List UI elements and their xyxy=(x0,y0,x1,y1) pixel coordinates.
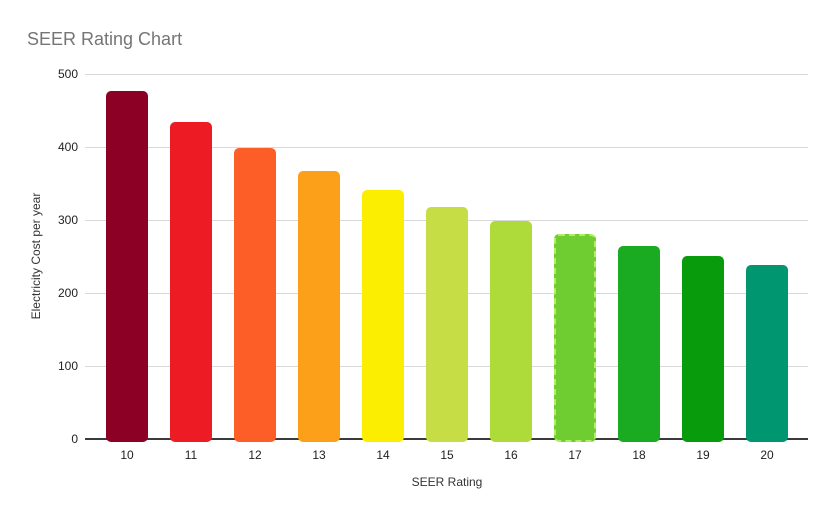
y-tick-label-0: 0 xyxy=(71,432,78,446)
x-tick-label-16: 16 xyxy=(504,448,518,462)
x-tick-label-13: 13 xyxy=(312,448,326,462)
bar-seer-11[interactable] xyxy=(170,122,212,442)
bar-seer-12[interactable] xyxy=(234,148,276,442)
x-tick-label-18: 18 xyxy=(632,448,646,462)
y-tick-label-500: 500 xyxy=(57,67,78,81)
x-tick-label-19: 19 xyxy=(696,448,710,462)
plot-area xyxy=(85,74,808,442)
x-tick-label-15: 15 xyxy=(440,448,454,462)
bar-seer-10[interactable] xyxy=(106,91,148,442)
x-tick-label-11: 11 xyxy=(184,448,198,462)
x-tick-label-12: 12 xyxy=(248,448,262,462)
y-tick-label-400: 400 xyxy=(57,140,78,154)
y-axis-title: Electricity Cost per year xyxy=(29,192,43,320)
bar-seer-14[interactable] xyxy=(362,190,404,442)
x-tick-label-10: 10 xyxy=(120,448,134,462)
bar-seer-18[interactable] xyxy=(618,246,660,442)
bar-seer-20[interactable] xyxy=(746,265,788,442)
y-tick-label-300: 300 xyxy=(57,213,78,227)
y-tick-label-200: 200 xyxy=(57,286,78,300)
bar-seer-15[interactable] xyxy=(426,207,468,442)
bar-seer-17[interactable] xyxy=(554,234,596,442)
x-tick-label-20: 20 xyxy=(760,448,774,462)
bar-seer-16[interactable] xyxy=(490,221,532,442)
x-tick-label-14: 14 xyxy=(376,448,390,462)
gridline-500 xyxy=(85,74,808,75)
x-tick-label-17: 17 xyxy=(568,448,582,462)
bar-seer-13[interactable] xyxy=(298,171,340,442)
y-tick-label-100: 100 xyxy=(57,359,78,373)
gridline-400 xyxy=(85,147,808,148)
chart-title: SEER Rating Chart xyxy=(27,29,183,49)
x-axis-title: SEER Rating xyxy=(411,475,483,489)
bar-seer-19[interactable] xyxy=(682,256,724,442)
